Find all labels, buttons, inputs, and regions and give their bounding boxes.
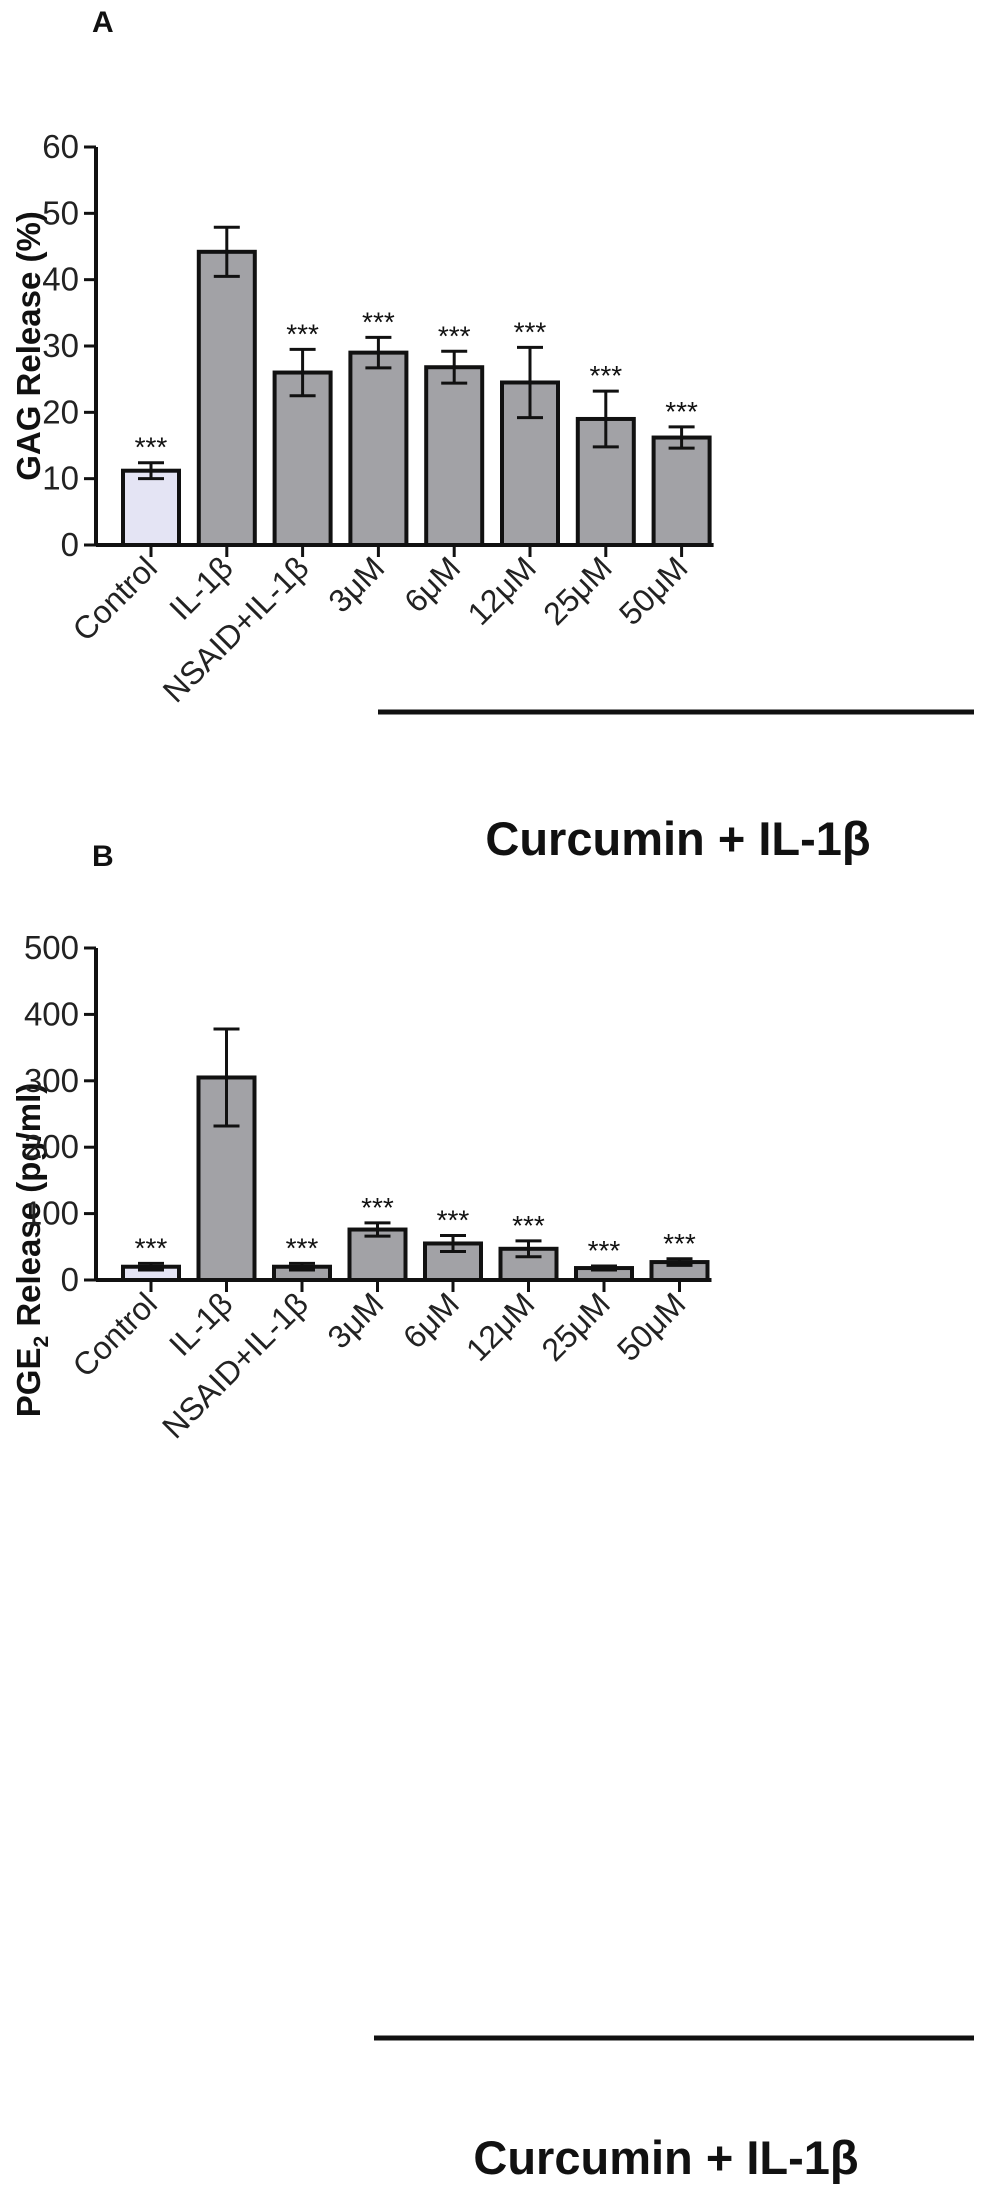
significance-marker: ***: [665, 396, 698, 427]
category-label: Control: [66, 549, 164, 647]
panel-a-y-tick-label: 20: [42, 393, 79, 430]
significance-marker: ***: [512, 1210, 545, 1241]
panel-a-y-tick-label: 60: [42, 128, 79, 165]
panel-a-y-tick-label: 50: [42, 194, 79, 231]
significance-marker: ***: [135, 1232, 168, 1263]
bar: [424, 365, 485, 547]
panel-b-y-tick-label: 500: [24, 929, 79, 966]
panel-b-y-tick-label: 100: [24, 1195, 79, 1232]
significance-marker: ***: [514, 316, 547, 347]
category-label: 50μM: [610, 1285, 693, 1368]
significance-marker: ***: [588, 1235, 621, 1266]
significance-marker: ***: [286, 318, 319, 349]
significance-marker: ***: [286, 1232, 319, 1263]
significance-marker: ***: [361, 1192, 394, 1223]
category-label: 3μM: [321, 549, 391, 619]
significance-marker: ***: [589, 360, 622, 391]
category-label: 25μM: [534, 1285, 617, 1368]
bar: [196, 249, 257, 547]
significance-marker: ***: [438, 320, 471, 351]
panel-b-y-tick-label: 200: [24, 1128, 79, 1165]
panel-a-y-tick-label: 30: [42, 327, 79, 364]
panel-a-label: A: [92, 6, 114, 39]
panel-a-group-label: Curcumin + IL-1β: [485, 812, 870, 865]
panel-a-y-tick-label: 10: [42, 460, 79, 497]
category-label: 12μM: [459, 1285, 542, 1368]
category-label: 6μM: [397, 549, 467, 619]
category-label: 6μM: [396, 1285, 466, 1355]
category-label: 25μM: [536, 549, 619, 632]
panel-b-y-tick-label: 400: [24, 995, 79, 1032]
category-label: 12μM: [460, 549, 543, 632]
significance-marker: ***: [362, 306, 395, 337]
bar: [272, 370, 333, 547]
panel-b-ylabel-main: PGE: [10, 1348, 47, 1418]
panel-b-label: B: [92, 840, 114, 873]
bar: [348, 350, 409, 547]
panel-b-ylabel: PGE2 Release (pg/ml): [10, 1083, 53, 1417]
significance-marker: ***: [437, 1205, 470, 1236]
bar: [121, 468, 181, 547]
panel-a-ylabel: GAG Release (%): [10, 211, 47, 481]
significance-marker: ***: [135, 432, 168, 463]
category-label: 3μM: [321, 1285, 391, 1355]
bar: [651, 435, 712, 548]
panel-b-group-label: Curcumin + IL-1β: [473, 2131, 858, 2184]
panel-b-y-tick-label: 0: [61, 1261, 79, 1298]
panel-b-ylabel-subscript: 2: [30, 1336, 53, 1348]
panel-b-y-tick-label: 300: [24, 1062, 79, 1099]
category-label: 50μM: [612, 549, 695, 632]
panel-b-ylabel-rest: Release (pg/ml): [10, 1083, 47, 1336]
panel-a-y-tick-label: 0: [61, 526, 79, 563]
category-label: Control: [66, 1285, 164, 1383]
significance-marker: ***: [663, 1228, 696, 1259]
panel-a-y-tick-label: 40: [42, 261, 79, 298]
